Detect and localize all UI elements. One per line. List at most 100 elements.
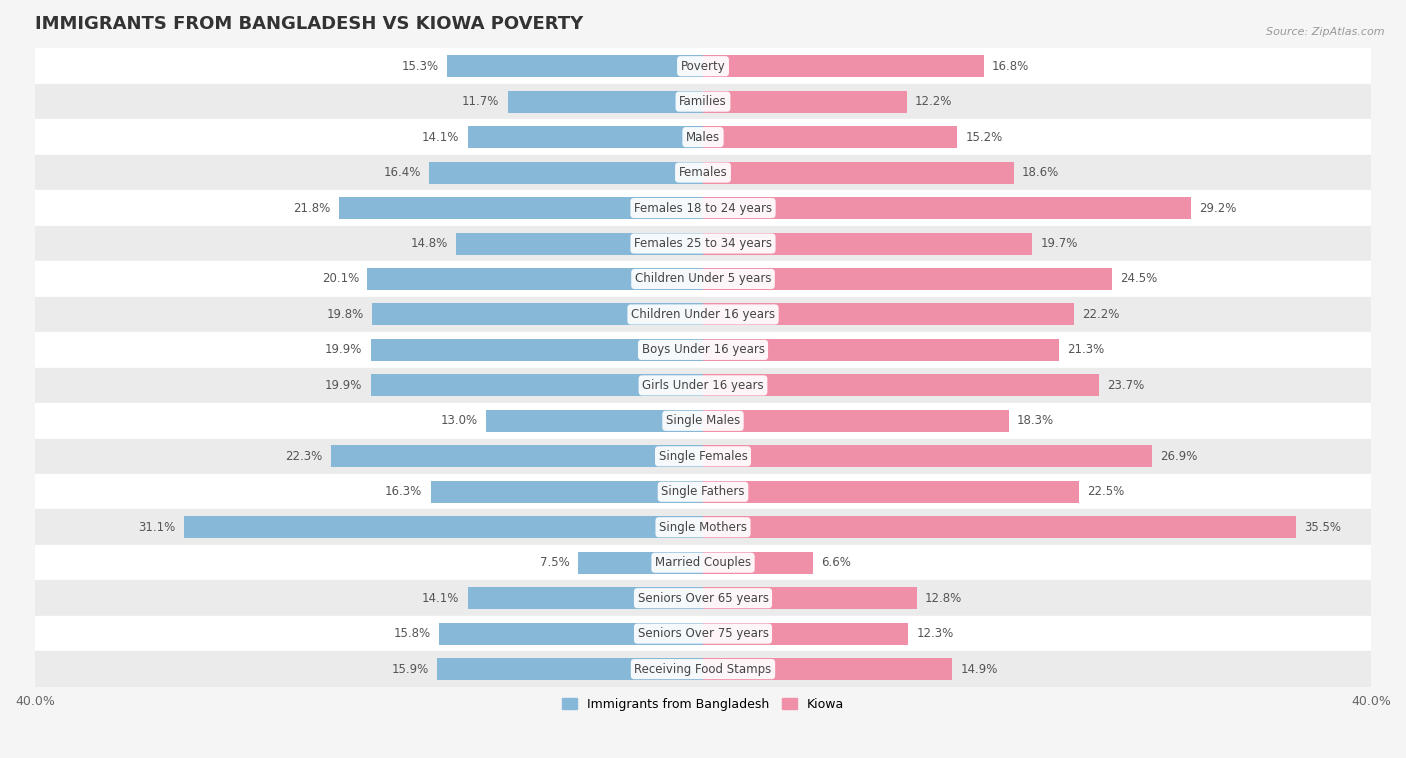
Text: Poverty: Poverty xyxy=(681,60,725,73)
Bar xyxy=(703,552,813,574)
Bar xyxy=(35,581,1371,616)
Bar xyxy=(703,622,908,644)
Text: 14.1%: 14.1% xyxy=(422,592,460,605)
Bar xyxy=(703,55,984,77)
Text: 16.4%: 16.4% xyxy=(384,166,420,179)
Bar xyxy=(468,587,703,609)
Text: IMMIGRANTS FROM BANGLADESH VS KIOWA POVERTY: IMMIGRANTS FROM BANGLADESH VS KIOWA POVE… xyxy=(35,15,583,33)
Bar xyxy=(35,119,1371,155)
Text: 15.9%: 15.9% xyxy=(392,662,429,675)
Bar xyxy=(703,516,1296,538)
Bar xyxy=(703,339,1059,361)
Bar xyxy=(35,651,1371,687)
Text: 15.2%: 15.2% xyxy=(965,130,1002,143)
Text: 22.3%: 22.3% xyxy=(285,449,322,463)
Bar xyxy=(35,439,1371,474)
Text: Males: Males xyxy=(686,130,720,143)
Text: Girls Under 16 years: Girls Under 16 years xyxy=(643,379,763,392)
Text: 19.9%: 19.9% xyxy=(325,379,363,392)
Bar xyxy=(703,161,1014,183)
Text: 31.1%: 31.1% xyxy=(138,521,176,534)
Text: 20.1%: 20.1% xyxy=(322,272,359,286)
Bar xyxy=(486,410,703,432)
Bar xyxy=(35,226,1371,262)
Bar xyxy=(703,91,907,113)
Text: Families: Families xyxy=(679,96,727,108)
Bar xyxy=(35,474,1371,509)
Text: 13.0%: 13.0% xyxy=(440,415,478,428)
Text: Seniors Over 65 years: Seniors Over 65 years xyxy=(637,592,769,605)
Text: 16.3%: 16.3% xyxy=(385,485,422,498)
Text: 26.9%: 26.9% xyxy=(1160,449,1198,463)
Text: 21.8%: 21.8% xyxy=(294,202,330,215)
Text: Children Under 16 years: Children Under 16 years xyxy=(631,308,775,321)
Bar xyxy=(430,481,703,503)
Text: Receiving Food Stamps: Receiving Food Stamps xyxy=(634,662,772,675)
Text: 21.3%: 21.3% xyxy=(1067,343,1104,356)
Text: 24.5%: 24.5% xyxy=(1121,272,1157,286)
Bar xyxy=(184,516,703,538)
Text: 35.5%: 35.5% xyxy=(1305,521,1341,534)
Bar xyxy=(447,55,703,77)
Bar xyxy=(35,403,1371,439)
Bar xyxy=(373,303,703,325)
Bar xyxy=(703,445,1153,467)
Text: 19.9%: 19.9% xyxy=(325,343,363,356)
Text: 12.2%: 12.2% xyxy=(915,96,952,108)
Bar xyxy=(367,268,703,290)
Text: 14.9%: 14.9% xyxy=(960,662,998,675)
Bar xyxy=(703,587,917,609)
Bar xyxy=(339,197,703,219)
Bar xyxy=(35,545,1371,581)
Text: 14.8%: 14.8% xyxy=(411,237,447,250)
Bar xyxy=(429,161,703,183)
Bar xyxy=(371,339,703,361)
Text: 6.6%: 6.6% xyxy=(821,556,852,569)
Text: Single Females: Single Females xyxy=(658,449,748,463)
Bar xyxy=(35,49,1371,84)
Bar xyxy=(35,332,1371,368)
Text: 12.8%: 12.8% xyxy=(925,592,962,605)
Text: Single Fathers: Single Fathers xyxy=(661,485,745,498)
Text: Females 25 to 34 years: Females 25 to 34 years xyxy=(634,237,772,250)
Bar xyxy=(703,374,1099,396)
Text: 7.5%: 7.5% xyxy=(540,556,569,569)
Text: 12.3%: 12.3% xyxy=(917,627,955,640)
Text: 14.1%: 14.1% xyxy=(422,130,460,143)
Bar xyxy=(35,155,1371,190)
Bar xyxy=(508,91,703,113)
Text: 11.7%: 11.7% xyxy=(461,96,499,108)
Bar xyxy=(35,296,1371,332)
Text: 23.7%: 23.7% xyxy=(1107,379,1144,392)
Bar xyxy=(35,368,1371,403)
Bar xyxy=(35,262,1371,296)
Bar xyxy=(703,233,1032,255)
Text: Seniors Over 75 years: Seniors Over 75 years xyxy=(637,627,769,640)
Bar xyxy=(35,190,1371,226)
Text: Children Under 5 years: Children Under 5 years xyxy=(634,272,772,286)
Text: Females 18 to 24 years: Females 18 to 24 years xyxy=(634,202,772,215)
Bar xyxy=(703,658,952,680)
Text: Single Mothers: Single Mothers xyxy=(659,521,747,534)
Text: 22.2%: 22.2% xyxy=(1083,308,1119,321)
Text: 15.3%: 15.3% xyxy=(402,60,439,73)
Text: Married Couples: Married Couples xyxy=(655,556,751,569)
Text: 15.8%: 15.8% xyxy=(394,627,430,640)
Bar xyxy=(439,622,703,644)
Bar xyxy=(468,126,703,148)
Text: 29.2%: 29.2% xyxy=(1199,202,1236,215)
Bar xyxy=(703,481,1078,503)
Bar xyxy=(703,268,1112,290)
Bar xyxy=(703,126,957,148)
Bar xyxy=(371,374,703,396)
Bar xyxy=(437,658,703,680)
Bar xyxy=(703,410,1008,432)
Text: Boys Under 16 years: Boys Under 16 years xyxy=(641,343,765,356)
Text: 22.5%: 22.5% xyxy=(1087,485,1125,498)
Bar xyxy=(35,509,1371,545)
Text: 19.8%: 19.8% xyxy=(326,308,364,321)
Text: 16.8%: 16.8% xyxy=(993,60,1029,73)
Text: 18.3%: 18.3% xyxy=(1017,415,1054,428)
Bar xyxy=(35,616,1371,651)
Text: 18.6%: 18.6% xyxy=(1022,166,1059,179)
